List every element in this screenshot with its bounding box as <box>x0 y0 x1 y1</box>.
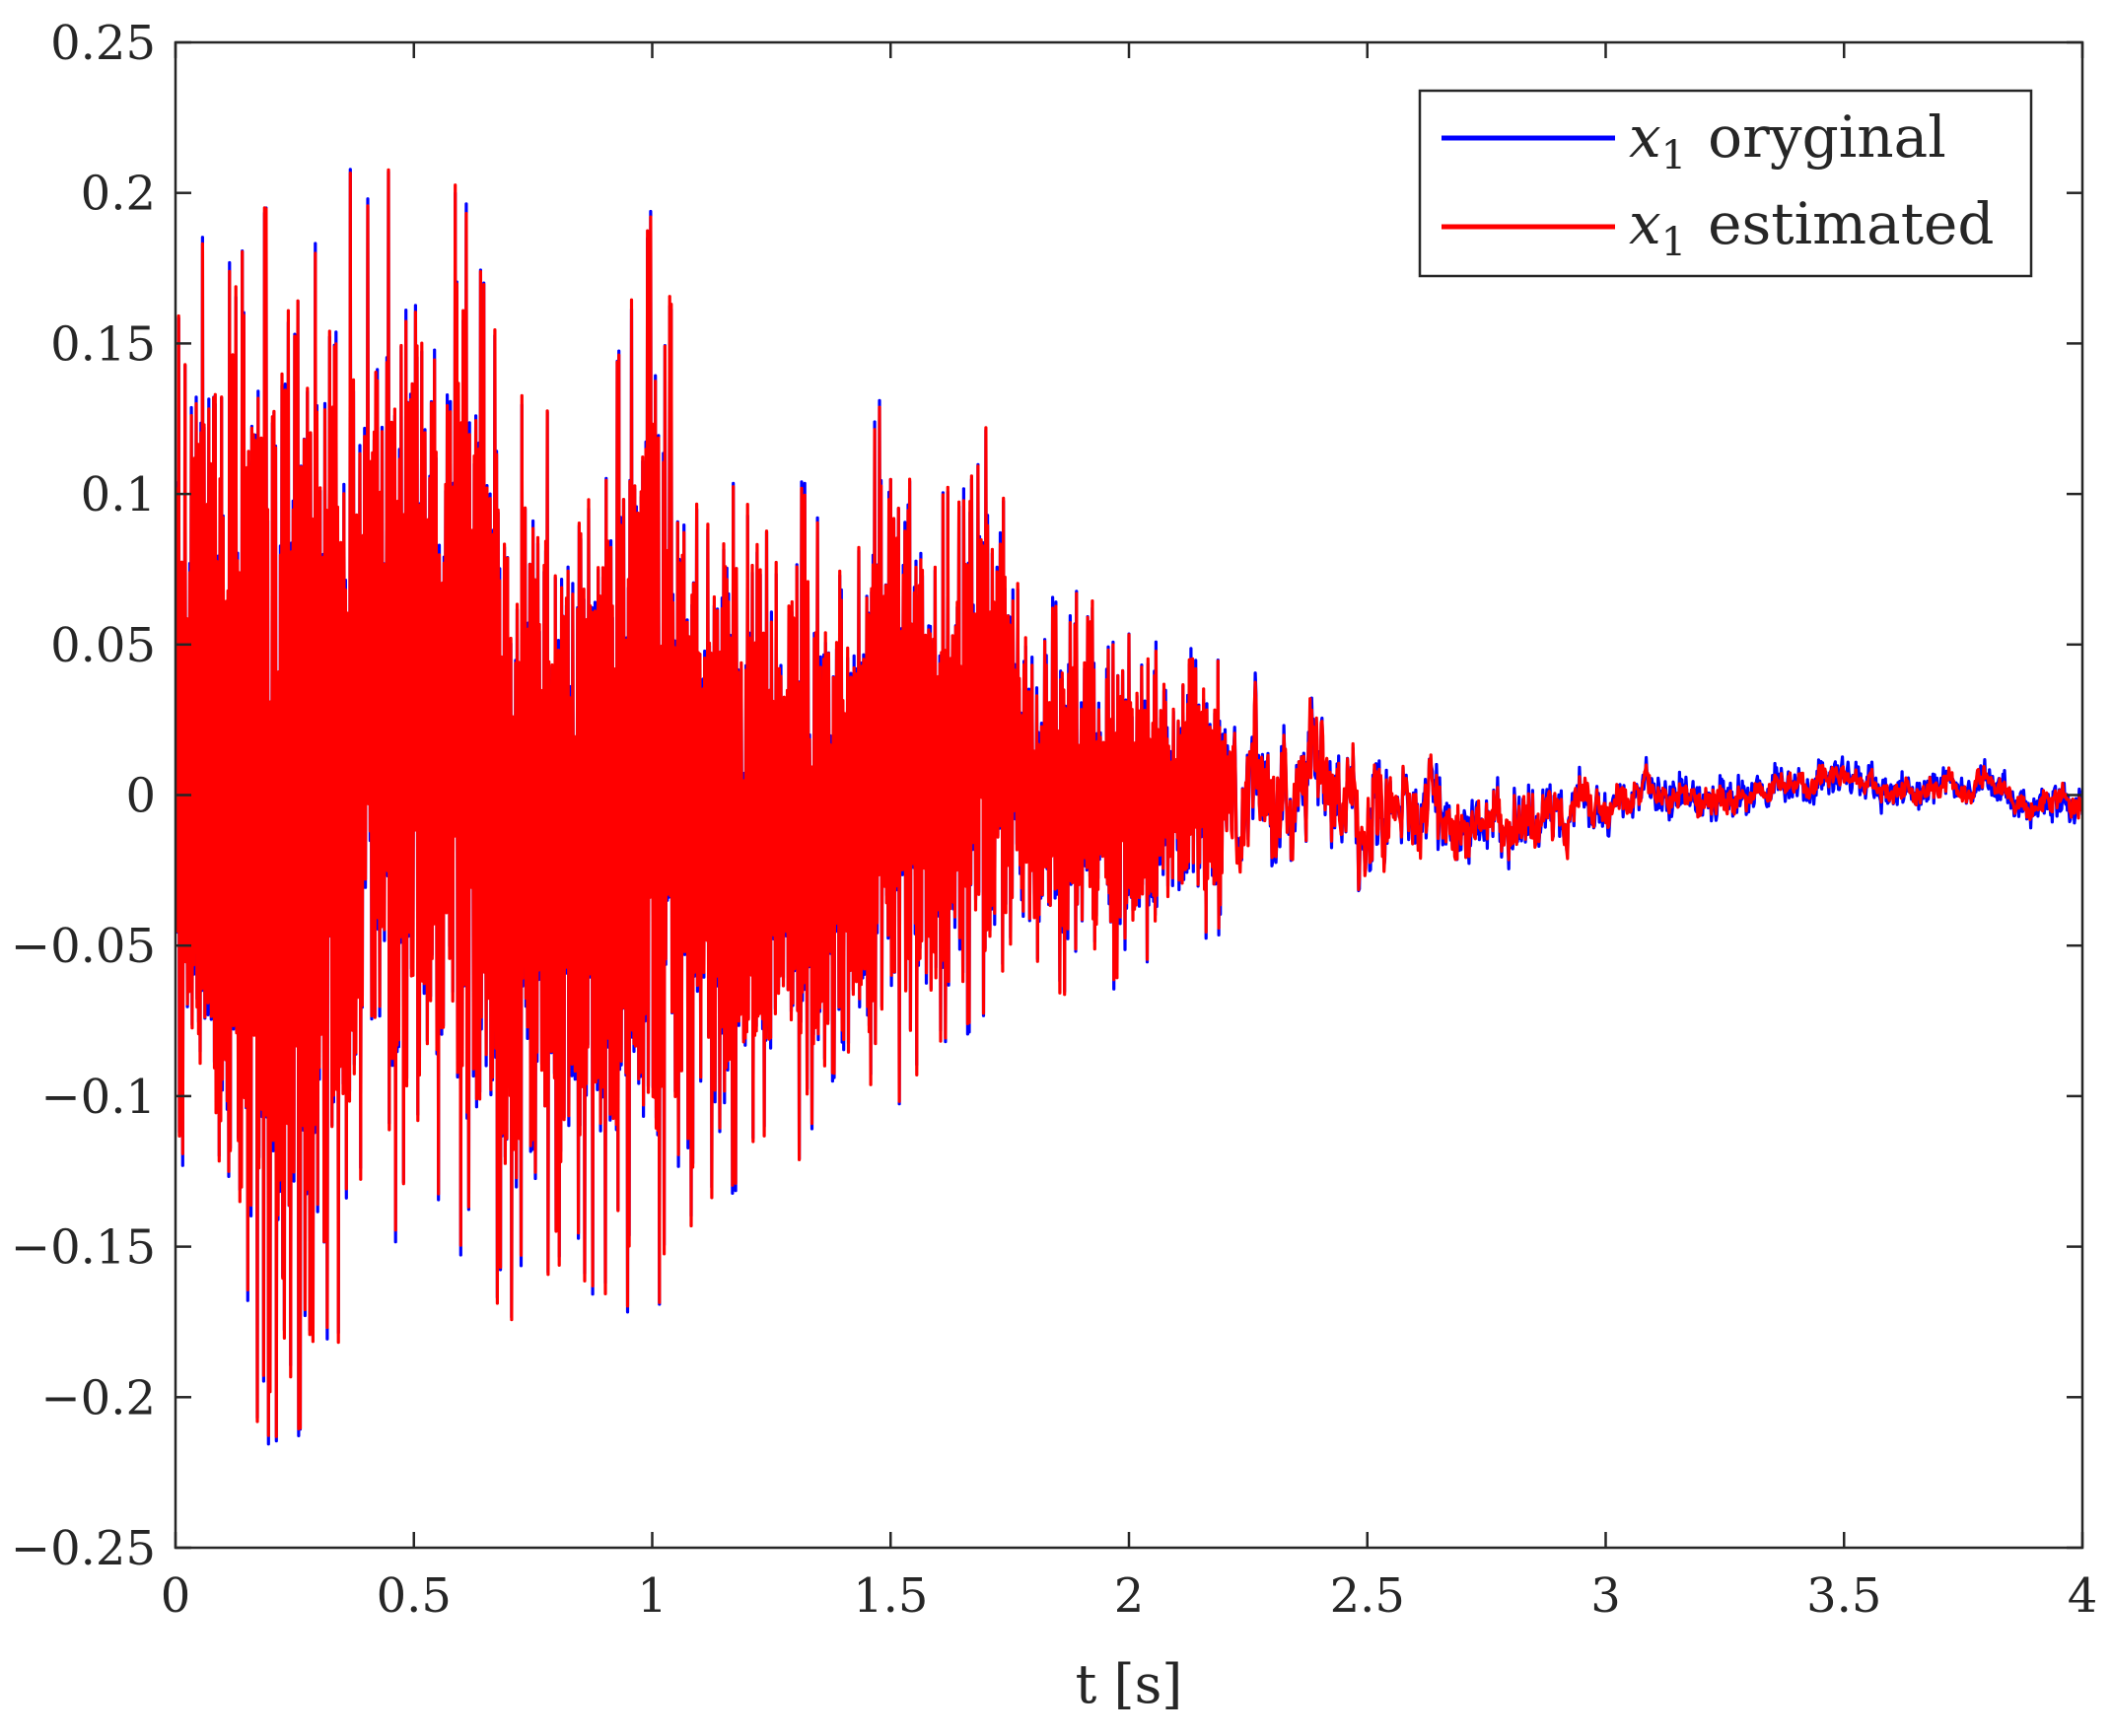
series-layer <box>176 168 2082 1446</box>
y-tick-label: −0.2 <box>40 1370 156 1425</box>
y-tick-label: 0.05 <box>50 618 156 673</box>
x-tick-label: 1.5 <box>853 1568 928 1624</box>
series-line-estimated <box>176 168 2082 1438</box>
x-tick-label: 4 <box>2068 1568 2098 1624</box>
y-tick-label: 0 <box>125 769 156 824</box>
legend-label-estimated: x1 estimated <box>1629 190 1994 265</box>
x-tick-label: 3 <box>1590 1568 1621 1624</box>
legend-symbol: x <box>1629 190 1661 257</box>
x-tick-label: 0 <box>161 1568 191 1624</box>
y-tick-label: −0.1 <box>40 1070 156 1125</box>
legend-text: estimated <box>1708 190 1994 257</box>
legend-entry-estimated: x1 estimated <box>1442 190 1994 265</box>
y-tick-label: 0.25 <box>50 16 156 71</box>
x-tick-label: 2 <box>1114 1568 1145 1624</box>
legend-symbol: x <box>1629 104 1661 171</box>
legend-subscript: 1 <box>1661 133 1686 178</box>
x-tick-label: 0.5 <box>377 1568 452 1624</box>
y-tick-label: 0.15 <box>50 316 156 372</box>
y-tick-label: −0.25 <box>11 1521 156 1576</box>
legend-text: oryginal <box>1708 104 1946 171</box>
x-tick-label: 3.5 <box>1806 1568 1881 1624</box>
y-tick-label: −0.15 <box>11 1220 156 1276</box>
x-axis-label: t [s] <box>1076 1653 1183 1715</box>
ticks-layer: 0 0.5 1 1.5 2 2.5 3 3.5 4 −0.25 −0.2 −0.15 −0.1 −0.05… <box>11 16 2097 1624</box>
x-tick-label: 2.5 <box>1330 1568 1405 1624</box>
legend-box <box>1418 89 2033 278</box>
legend: x1 oryginal x1 estimated <box>1418 89 2033 278</box>
x-tick-label: 1 <box>637 1568 668 1624</box>
legend-entry-oryginal: x1 oryginal <box>1442 104 1946 178</box>
y-tick-label: −0.05 <box>11 919 156 974</box>
y-tick-label: 0.2 <box>81 167 156 222</box>
y-tick-label: 0.1 <box>81 467 156 522</box>
legend-subscript: 1 <box>1661 220 1686 265</box>
legend-label-oryginal: x1 oryginal <box>1629 104 1946 178</box>
